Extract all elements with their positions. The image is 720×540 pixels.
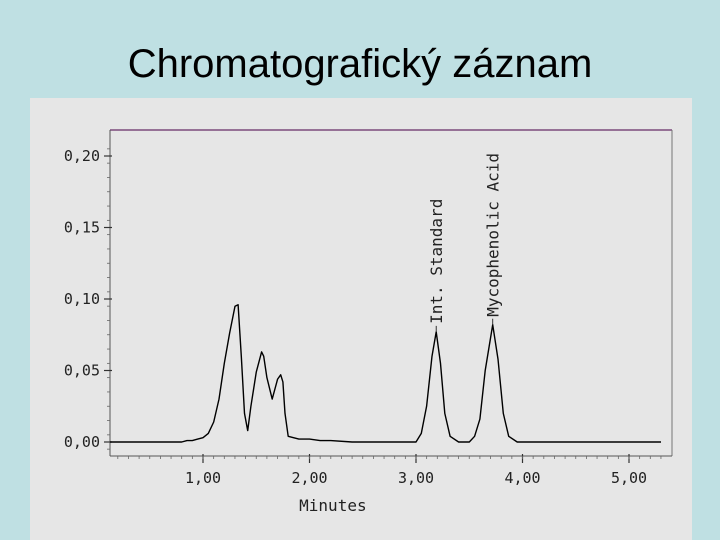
x-tick-label: 2,00 [291, 469, 327, 487]
x-axis-title: Minutes [299, 496, 366, 515]
chromatogram-trace [110, 304, 661, 443]
y-tick-label: 0,20 [64, 147, 100, 165]
x-tick-label: 5,00 [611, 469, 647, 487]
y-tick-label: 0,05 [64, 362, 100, 380]
slide-title: Chromatografický záznam [127, 42, 593, 86]
y-tick-label: 0,10 [64, 290, 100, 308]
y-tick-label: 0,00 [64, 433, 100, 451]
peak-label-int-standard: Int. Standard [427, 199, 446, 324]
x-tick-label: 4,00 [504, 469, 540, 487]
chromatogram-chart: 0,00 0,05 0,10 0,15 0,20 1,00 2,00 3,00 4,00 5,00… [64, 129, 673, 515]
x-tick-label: 3,00 [398, 469, 434, 487]
peak-label-mycophenolic-acid: Mycophenolic Acid [484, 153, 503, 317]
plot-area [110, 130, 672, 456]
x-tick-label: 1,00 [185, 469, 221, 487]
chart-panel: 0,00 0,05 0,10 0,15 0,20 1,00 2,00 3,00 4,00 5,00… [30, 98, 692, 540]
y-tick-label: 0,15 [64, 219, 100, 237]
